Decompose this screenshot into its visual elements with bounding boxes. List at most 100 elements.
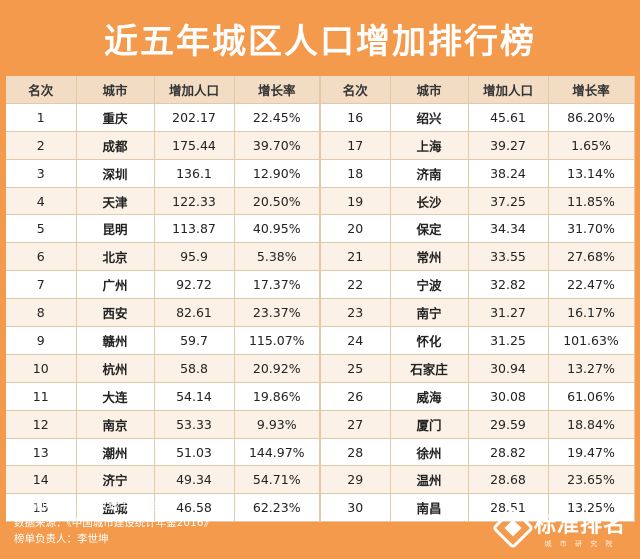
page-title: 近五年城区人口增加排行榜 xyxy=(104,21,536,62)
rank-cell: 6 xyxy=(6,242,77,272)
rate-cell: 61.06% xyxy=(548,382,635,411)
increase-cell: 113.87 xyxy=(154,214,235,244)
footer-owner: 榜单负责人：李世坤 xyxy=(14,533,109,545)
city-cell: 大连 xyxy=(76,382,155,411)
rank-cell: 14 xyxy=(6,465,77,495)
increase-cell: 82.61 xyxy=(154,298,235,328)
col-header-city: 城市 xyxy=(76,76,155,104)
table-row: 13 潮州 51.03 144.97% 28 徐州 28.82 19.47% xyxy=(6,438,635,467)
increase-cell: 30.08 xyxy=(468,382,549,411)
rank-cell: 24 xyxy=(320,326,391,355)
city-cell: 保定 xyxy=(390,214,469,244)
increase-cell: 34.34 xyxy=(468,214,549,244)
rate-cell: 62.23% xyxy=(234,493,321,523)
rank-cell: 8 xyxy=(6,298,77,328)
city-cell: 宁波 xyxy=(390,270,469,300)
increase-cell: 32.82 xyxy=(468,270,549,300)
rate-cell: 31.70% xyxy=(548,214,635,244)
rank-cell: 22 xyxy=(320,270,391,300)
table-row: 15 盐城 46.58 62.23% 30 南昌 28.51 13.25% xyxy=(6,493,635,523)
rate-cell: 19.86% xyxy=(234,382,321,411)
increase-cell: 122.33 xyxy=(154,187,235,216)
rate-cell: 19.47% xyxy=(548,438,635,467)
rank-cell: 9 xyxy=(6,326,77,355)
brand-name: 标准排名 xyxy=(533,513,626,538)
city-cell: 温州 xyxy=(390,465,469,495)
ranking-table: 名次 城市 增加人口 增长率 名次 城市 增加人口 增长率 1 重庆 202.17 2… xyxy=(6,76,635,523)
rate-cell: 39.70% xyxy=(234,131,321,160)
table-row: 14 济宁 49.34 54.71% 29 温州 28.68 23.65% xyxy=(6,465,635,495)
city-cell: 济南 xyxy=(390,159,469,188)
increase-cell: 58.8 xyxy=(154,354,235,383)
table-row: 4 天津 122.33 20.50% 19 长沙 37.25 11.85% xyxy=(6,187,635,216)
table-row: 6 北京 95.9 5.38% 21 常州 33.55 27.68% xyxy=(6,242,635,272)
header-row: 名次 城市 增加人口 增长率 名次 城市 增加人口 增长率 xyxy=(6,76,635,104)
increase-cell: 29.59 xyxy=(468,410,549,439)
rate-cell: 144.97% xyxy=(234,438,321,467)
rank-cell: 25 xyxy=(320,354,391,383)
rank-cell: 15 xyxy=(6,493,77,523)
increase-cell: 54.14 xyxy=(154,382,235,411)
rank-cell: 10 xyxy=(6,354,77,383)
brand-subtitle: 城 市 研 究 院 xyxy=(544,540,616,548)
table-row: 2 成都 175.44 39.70% 17 上海 39.27 1.65% xyxy=(6,131,635,160)
footer-institution: 研发机构：标准排名城市研究院 xyxy=(14,501,161,513)
city-cell: 南昌 xyxy=(390,493,469,523)
table-row: 8 西安 82.61 23.37% 23 南宁 31.27 16.17% xyxy=(6,298,635,328)
rate-cell: 20.50% xyxy=(234,187,321,216)
rank-cell: 23 xyxy=(320,298,391,328)
increase-cell: 30.94 xyxy=(468,354,549,383)
city-cell: 北京 xyxy=(76,242,155,272)
increase-cell: 59.7 xyxy=(154,326,235,355)
rate-cell: 13.27% xyxy=(548,354,635,383)
city-cell: 石家庄 xyxy=(390,354,469,383)
city-cell: 深圳 xyxy=(76,159,155,188)
col-header-rank: 名次 xyxy=(320,76,391,104)
rate-cell: 23.65% xyxy=(548,465,635,495)
city-cell: 盐城 xyxy=(76,493,155,523)
table-row: 5 昆明 113.87 40.95% 20 保定 34.34 31.70% xyxy=(6,214,635,244)
city-cell: 西安 xyxy=(76,298,155,328)
table-row: 7 广州 92.72 17.37% 22 宁波 32.82 22.47% xyxy=(6,270,635,300)
increase-cell: 37.25 xyxy=(468,187,549,216)
increase-cell: 136.1 xyxy=(154,159,235,188)
rate-cell: 13.25% xyxy=(548,493,635,523)
col-header-increase: 增加人口 xyxy=(468,76,549,104)
rank-cell: 1 xyxy=(6,103,77,132)
rank-cell: 7 xyxy=(6,270,77,300)
increase-cell: 95.9 xyxy=(154,242,235,272)
col-header-rate: 增长率 xyxy=(548,76,635,104)
table-row: 3 深圳 136.1 12.90% 18 济南 38.24 13.14% xyxy=(6,159,635,188)
rank-cell: 27 xyxy=(320,410,391,439)
table-row: 11 大连 54.14 19.86% 26 威海 30.08 61.06% xyxy=(6,382,635,411)
rank-cell: 17 xyxy=(320,131,391,160)
rank-cell: 18 xyxy=(320,159,391,188)
rate-cell: 22.45% xyxy=(234,103,321,132)
rate-cell: 40.95% xyxy=(234,214,321,244)
rate-cell: 11.85% xyxy=(548,187,635,216)
brand-mark-icon xyxy=(491,506,535,550)
rate-cell: 9.93% xyxy=(234,410,321,439)
rate-cell: 27.68% xyxy=(548,242,635,272)
rate-cell: 18.84% xyxy=(548,410,635,439)
increase-cell: 28.68 xyxy=(468,465,549,495)
rate-cell: 13.14% xyxy=(548,159,635,188)
city-cell: 南京 xyxy=(76,410,155,439)
rank-cell: 3 xyxy=(6,159,77,188)
rate-cell: 20.92% xyxy=(234,354,321,383)
rate-cell: 17.37% xyxy=(234,270,321,300)
rank-cell: 13 xyxy=(6,438,77,467)
col-header-rank: 名次 xyxy=(6,76,77,104)
increase-cell: 202.17 xyxy=(154,103,235,132)
rate-cell: 22.47% xyxy=(548,270,635,300)
rank-cell: 30 xyxy=(320,493,391,523)
rank-cell: 26 xyxy=(320,382,391,411)
footer-credits: 研发机构：标准排名城市研究院 数据来源：《中国城市建设统计年鉴2016》 榜单负… xyxy=(14,499,214,547)
col-header-increase: 增加人口 xyxy=(154,76,235,104)
increase-cell: 31.25 xyxy=(468,326,549,355)
city-cell: 威海 xyxy=(390,382,469,411)
increase-cell: 53.33 xyxy=(154,410,235,439)
increase-cell: 33.55 xyxy=(468,242,549,272)
city-cell: 成都 xyxy=(76,131,155,160)
table-row: 1 重庆 202.17 22.45% 16 绍兴 45.61 86.20% xyxy=(6,103,635,132)
